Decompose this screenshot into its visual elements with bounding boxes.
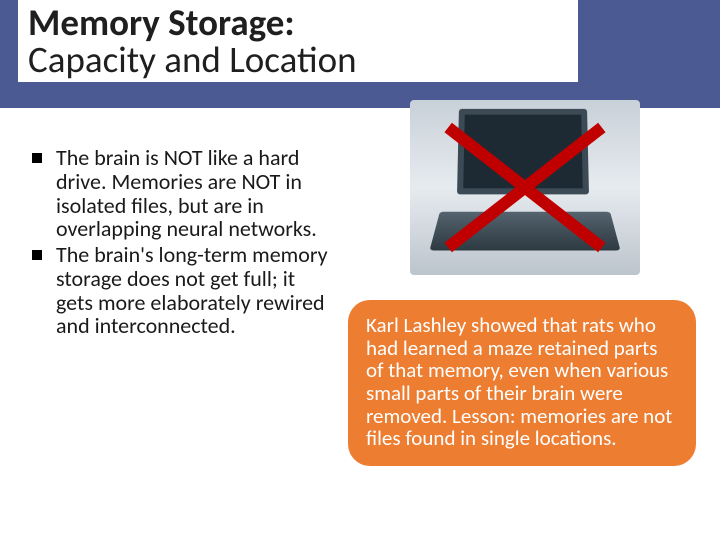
bullet-item: The brain's long-term memory storage doe… <box>32 243 332 338</box>
callout-box: Karl Lashley showed that rats who had le… <box>348 300 696 466</box>
laptop-crossed-image <box>380 90 670 290</box>
callout-text: Karl Lashley showed that rats who had le… <box>366 314 678 450</box>
title-line-1: Memory Storage: <box>28 4 568 41</box>
content-area: The brain is NOT like a hard drive. Memo… <box>0 130 720 540</box>
bullet-item: The brain is NOT like a hard drive. Memo… <box>32 146 332 241</box>
title-line-2: Capacity and Location <box>28 41 568 80</box>
title-block: Memory Storage: Capacity and Location <box>18 0 578 82</box>
bullet-list: The brain is NOT like a hard drive. Memo… <box>32 146 332 340</box>
red-x-icon <box>400 90 650 285</box>
